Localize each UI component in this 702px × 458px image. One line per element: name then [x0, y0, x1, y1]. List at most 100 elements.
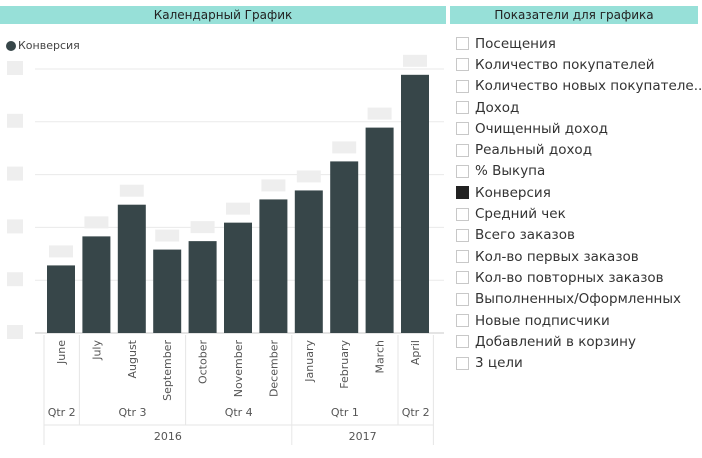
slicer-item-label: Количество новых покупателе.. — [475, 78, 702, 95]
checkbox-icon[interactable] — [456, 58, 469, 72]
x-tick-label: March — [374, 340, 387, 374]
legend-dot-icon — [6, 40, 16, 51]
slicer-item[interactable]: Кол-во первых заказов — [456, 246, 702, 267]
x-tick-label: October — [197, 340, 210, 384]
checkbox-icon[interactable] — [456, 314, 469, 327]
data-label-placeholder — [226, 202, 250, 215]
x-tick-label: July — [90, 340, 103, 361]
slicer-item[interactable]: Кол-во повторных заказов — [456, 267, 702, 288]
slicer-item-label: Средний чек — [475, 206, 566, 223]
bar-october — [188, 241, 217, 333]
checkbox-icon[interactable] — [456, 143, 469, 157]
legend-label: Конверсия — [18, 39, 80, 52]
quarter-label: Qtr 4 — [225, 406, 253, 419]
y-axis-tick-placeholder — [7, 166, 23, 181]
slicer-item-label: Количество покупателей — [475, 56, 655, 73]
slicer-item[interactable]: Выполненных/Оформленных — [456, 289, 702, 310]
x-tick-label: February — [338, 340, 351, 389]
y-axis-tick-placeholder — [7, 61, 23, 75]
data-label-placeholder — [367, 107, 392, 120]
checkbox-icon[interactable] — [456, 228, 469, 242]
checkbox-icon[interactable] — [456, 122, 469, 136]
data-label-placeholder — [119, 184, 144, 197]
slicer-item[interactable]: Всего заказов — [456, 225, 702, 246]
slicer-item[interactable]: 3 цели — [456, 352, 702, 373]
slicer-item[interactable]: Количество новых покупателе.. — [456, 76, 702, 97]
bar-chart: June July August September October November De… — [7, 54, 444, 445]
checkbox-icon[interactable] — [456, 101, 469, 115]
x-tick-label: December — [267, 340, 280, 398]
checkbox-icon[interactable] — [456, 292, 469, 306]
quarter-label: Qtr 1 — [331, 406, 359, 419]
slicer-item[interactable]: Средний чек — [456, 203, 702, 224]
slicer-item[interactable]: Конверсия — [456, 182, 702, 203]
slicer-item[interactable]: % Выкупа — [456, 161, 702, 182]
x-tick-label: June — [55, 340, 68, 365]
x-tick-label: August — [126, 339, 139, 378]
checkbox-icon[interactable] — [456, 207, 469, 221]
chart-legend[interactable]: Конверсия — [6, 39, 80, 52]
checkbox-icon[interactable] — [456, 335, 469, 349]
slicer-item[interactable]: Добавлений в корзину — [456, 331, 702, 352]
metric-slicer: Посещения Количество покупателей Количеств… — [456, 33, 702, 374]
checkbox-icon[interactable] — [456, 271, 469, 285]
year-label: 2017 — [349, 430, 377, 443]
slicer-item[interactable]: Количество покупателей — [456, 54, 702, 75]
bar-december — [259, 199, 288, 333]
data-label-placeholder — [403, 54, 427, 67]
quarter-label: Qtr 2 — [402, 406, 430, 419]
slicer-item[interactable]: Посещения — [456, 33, 702, 54]
bar-july — [82, 236, 111, 333]
y-axis-tick-placeholder — [7, 325, 23, 339]
x-tick-label: September — [161, 340, 174, 401]
slicer-item-label: Конверсия — [475, 184, 551, 201]
slicer-header: Показатели для графика — [450, 6, 698, 24]
data-label-placeholder — [332, 141, 357, 154]
year-label: 2016 — [154, 430, 182, 443]
slicer-item[interactable]: Новые подписчики — [456, 310, 702, 331]
slicer-item[interactable]: Очищенный доход — [456, 118, 702, 139]
y-axis-tick-placeholder — [7, 113, 23, 128]
slicer-item-label: 3 цели — [475, 355, 523, 372]
slicer-item-label: % Выкупа — [475, 163, 546, 180]
chart-header: Календарный График — [0, 6, 446, 24]
y-axis-tick-placeholder — [7, 219, 23, 234]
data-label-placeholder — [49, 245, 73, 258]
bar-november — [224, 222, 252, 333]
checkbox-icon[interactable] — [456, 164, 469, 178]
x-tick-label: January — [303, 340, 316, 383]
slicer-item-label: Добавлений в корзину — [475, 333, 636, 350]
data-label-placeholder — [190, 221, 215, 234]
data-label-placeholder — [296, 170, 321, 183]
checkbox-icon[interactable] — [456, 356, 469, 370]
bar-april — [401, 74, 429, 334]
bar-february — [330, 161, 359, 333]
quarter-label: Qtr 2 — [48, 406, 76, 419]
checkbox-icon[interactable] — [456, 250, 469, 264]
checkbox-icon[interactable] — [456, 79, 469, 93]
checkbox-icon[interactable] — [456, 186, 469, 200]
y-axis-tick-placeholder — [7, 272, 23, 287]
bar-january — [294, 190, 323, 333]
slicer-item-label: Новые подписчики — [475, 312, 610, 329]
data-label-placeholder — [261, 179, 286, 192]
quarter-label: Qtr 3 — [119, 406, 147, 419]
slicer-item-label: Всего заказов — [475, 227, 575, 244]
x-tick-label: November — [232, 340, 245, 398]
slicer-item-label: Выполненных/Оформленных — [475, 291, 682, 308]
bar-september — [153, 249, 182, 333]
data-label-placeholder — [155, 229, 180, 242]
slicer-item-label: Очищенный доход — [475, 120, 608, 137]
slicer-item-label: Доход — [475, 99, 520, 116]
data-label-placeholder — [84, 216, 109, 229]
slicer-item[interactable]: Реальный доход — [456, 139, 702, 160]
slicer-item-label: Посещения — [475, 35, 556, 52]
bar-march — [365, 127, 394, 333]
slicer-item-label: Реальный доход — [475, 142, 593, 159]
checkbox-icon[interactable] — [456, 37, 469, 51]
slicer-item[interactable]: Доход — [456, 97, 702, 118]
bar-august — [117, 204, 146, 333]
slicer-item-label: Кол-во повторных заказов — [475, 269, 664, 286]
slicer-item-label: Кол-во первых заказов — [475, 248, 639, 265]
x-tick-label: April — [409, 340, 422, 365]
